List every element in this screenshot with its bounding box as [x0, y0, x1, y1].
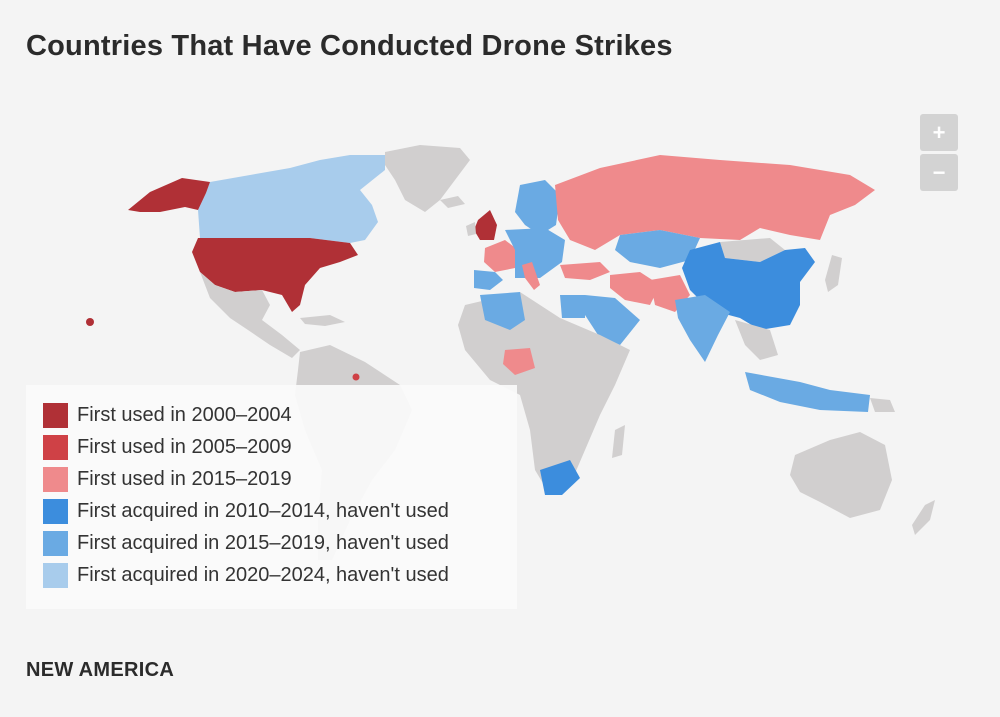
region-southeast-asia — [735, 320, 778, 360]
publisher-logo: NEW AMERICA — [26, 659, 175, 681]
legend-swatch — [43, 530, 68, 556]
legend-label: First acquired in 2015–2019, haven't use… — [77, 531, 449, 554]
zoom-in-button[interactable]: + — [920, 114, 958, 151]
country-egypt[interactable] — [560, 295, 585, 318]
legend-item: First used in 2005–2009 — [43, 434, 292, 460]
country-uk[interactable] — [474, 210, 497, 240]
legend-swatch — [43, 466, 68, 492]
country-algeria[interactable] — [480, 292, 525, 330]
country-iceland — [440, 196, 465, 208]
country-canada[interactable] — [198, 155, 385, 243]
country-japan — [825, 255, 842, 292]
legend-swatch — [43, 434, 68, 460]
country-france[interactable] — [484, 240, 518, 272]
legend-item: First acquired in 2010–2014, haven't use… — [43, 498, 449, 524]
country-usa[interactable] — [192, 238, 358, 312]
legend-item: First acquired in 2015–2019, haven't use… — [43, 530, 449, 556]
country-greenland[interactable] — [385, 145, 470, 212]
country-mongolia — [720, 238, 785, 262]
legend-label: First acquired in 2020–2024, haven't use… — [77, 563, 449, 586]
legend-swatch — [43, 562, 68, 588]
country-mexico[interactable] — [200, 272, 300, 358]
country-kazakhstan[interactable] — [615, 230, 700, 268]
legend-item: First used in 2015–2019 — [43, 466, 292, 492]
country-new-zealand — [912, 500, 935, 535]
legend: First used in 2000–2004 First used in 20… — [26, 385, 517, 609]
legend-item: First acquired in 2020–2024, haven't use… — [43, 562, 449, 588]
country-papua-new-guinea — [870, 398, 895, 412]
country-usa-alaska[interactable] — [128, 178, 210, 212]
legend-label: First used in 2005–2009 — [77, 435, 292, 458]
country-spain-portugal[interactable] — [474, 270, 503, 290]
country-indonesia[interactable] — [745, 372, 870, 412]
country-italy[interactable] — [522, 262, 540, 290]
country-saudi-arabia[interactable] — [585, 295, 640, 345]
legend-label: First used in 2000–2004 — [77, 403, 292, 426]
country-scandinavia[interactable] — [515, 180, 560, 235]
legend-item: First used in 2000–2004 — [43, 402, 292, 428]
country-nigeria[interactable] — [503, 348, 535, 375]
page-title: Countries That Have Conducted Drone Stri… — [26, 30, 673, 62]
country-iran[interactable] — [610, 272, 660, 305]
country-central-europe[interactable] — [505, 228, 565, 278]
country-turkey[interactable] — [560, 262, 610, 280]
country-australia[interactable] — [790, 432, 892, 518]
country-south-africa[interactable] — [540, 460, 580, 495]
legend-swatch — [43, 402, 68, 428]
zoom-out-button[interactable]: − — [920, 154, 958, 191]
region-caribbean — [300, 315, 345, 326]
country-india[interactable] — [675, 295, 730, 362]
legend-label: First used in 2015–2019 — [77, 467, 292, 490]
country-madagascar — [612, 425, 625, 458]
legend-swatch — [43, 498, 68, 524]
country-french-guiana[interactable] — [352, 373, 360, 381]
country-ireland — [466, 222, 476, 236]
legend-label: First acquired in 2010–2014, haven't use… — [77, 499, 449, 522]
country-usa-hawaii[interactable] — [86, 318, 94, 326]
country-russia[interactable] — [555, 155, 875, 250]
continent-africa[interactable] — [458, 292, 630, 495]
